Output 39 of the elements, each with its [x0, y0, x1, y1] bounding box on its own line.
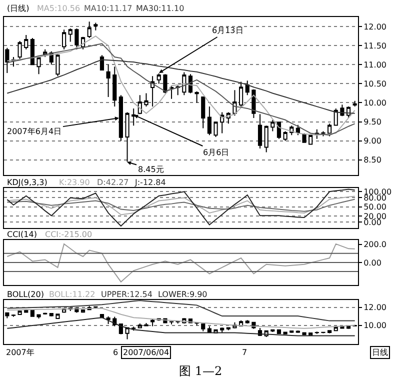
series-label: J:-12.84	[134, 178, 166, 187]
y-tick-label: 12.00	[364, 303, 387, 312]
y-tick-label: 80.00	[364, 194, 387, 203]
text: 7	[242, 348, 248, 357]
y-tick-label: 9.00	[364, 136, 382, 146]
y-tick-label: 10.50	[364, 79, 387, 88]
text: MA5:10.56	[37, 4, 80, 13]
y-tick-label: 8.50	[364, 156, 382, 165]
caption: 图 1—2	[179, 364, 222, 378]
text: 6	[113, 348, 118, 357]
series-label: UPPER:12.54	[101, 290, 152, 299]
y-tick-label: 200.0	[364, 240, 387, 250]
y-tick-label: 11.50	[364, 41, 387, 50]
chart-title: (日线)	[7, 4, 30, 13]
y-tick-label: 0.00	[364, 258, 382, 268]
text: 2007年	[6, 348, 34, 357]
series-label: D:42.27	[97, 178, 129, 187]
series-label: K:23.90	[59, 178, 90, 187]
chart-title: KDJ(9,3,3)	[7, 178, 48, 187]
text: MA10:11.17	[84, 4, 132, 13]
y-tick-label: 10.00	[364, 321, 387, 330]
y-tick-label: 50.00	[364, 202, 387, 212]
series-label: CCI:-215.00	[45, 230, 92, 239]
text: 2007/06/04	[123, 348, 170, 357]
y-tick-label: 12.00	[364, 22, 387, 32]
annotation: 8.45元	[138, 165, 164, 174]
annotation: 2007年6月4日	[7, 127, 62, 136]
chart-title: CCI(14)	[7, 230, 37, 239]
text: LOWER:9.90	[158, 290, 208, 299]
annotation: 6月13日	[212, 26, 244, 35]
y-tick-label: 100.00	[364, 187, 392, 196]
y-tick-label: 9.50	[364, 118, 382, 127]
text: 日线	[372, 348, 388, 357]
annotation: 6月6日	[203, 148, 230, 157]
text: MA30:11.10	[136, 4, 184, 13]
y-tick-label: 10.00	[364, 98, 387, 108]
series-label: BOLL:11.22	[49, 290, 96, 299]
chart-title: BOLL(20)	[7, 290, 44, 299]
y-tick-label: 11.00	[364, 60, 387, 70]
